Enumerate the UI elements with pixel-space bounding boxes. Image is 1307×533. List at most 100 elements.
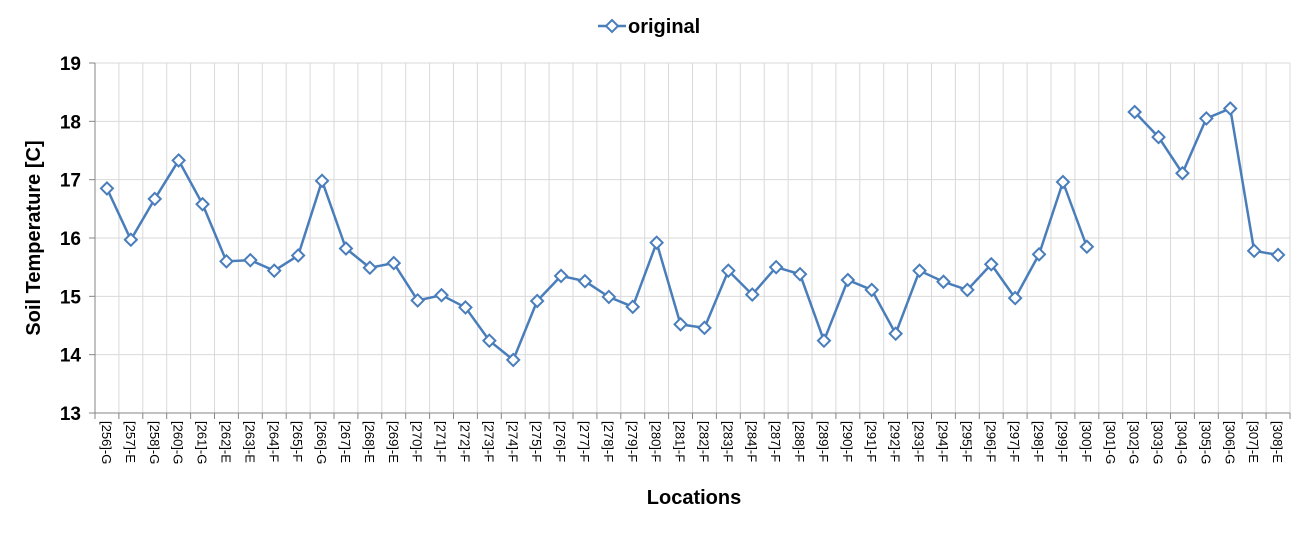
point-marker bbox=[1222, 101, 1238, 116]
point-marker bbox=[768, 259, 784, 275]
x-tick-label: [294]-F bbox=[935, 421, 950, 462]
x-tick-label: [304]-G bbox=[1174, 421, 1189, 464]
point-marker bbox=[1151, 129, 1166, 145]
x-tick-label: [256]-G bbox=[99, 421, 114, 464]
x-tick-label: [277]-F bbox=[577, 421, 592, 462]
x-tick-label: [263]-E bbox=[242, 421, 257, 463]
x-tick-label: [276]-F bbox=[553, 421, 568, 462]
x-tick-label: [288]-F bbox=[792, 421, 807, 462]
x-tick-label: [291]-F bbox=[864, 421, 879, 462]
y-tick-label: 18 bbox=[60, 112, 81, 133]
x-tick-label: [298]-F bbox=[1031, 421, 1046, 462]
legend-label: original bbox=[628, 16, 700, 38]
x-tick-label: [261]-G bbox=[195, 421, 210, 464]
x-tick-label: [302]-G bbox=[1127, 421, 1142, 464]
point-marker bbox=[99, 181, 115, 196]
point-marker bbox=[792, 266, 808, 282]
y-tick-label: 14 bbox=[60, 346, 82, 367]
y-tick-label: 15 bbox=[60, 287, 82, 308]
x-tick-label: [305]-G bbox=[1198, 421, 1213, 464]
y-axis-label: Soil Temperature [C] bbox=[23, 140, 45, 335]
y-tick-label: 19 bbox=[60, 54, 81, 75]
point-marker bbox=[1127, 104, 1143, 120]
point-marker bbox=[553, 268, 569, 284]
x-tick-label: [299]-F bbox=[1055, 421, 1070, 462]
point-marker bbox=[1079, 239, 1095, 255]
x-tick-label: [268]-E bbox=[362, 421, 377, 463]
point-marker bbox=[386, 255, 402, 271]
point-marker bbox=[1007, 290, 1023, 306]
point-marker bbox=[1270, 247, 1286, 263]
y-tick-label: 16 bbox=[60, 229, 81, 250]
x-tick-label: [273]-F bbox=[481, 421, 496, 462]
y-tick-label: 13 bbox=[60, 404, 81, 425]
x-tick-label: [270]-F bbox=[410, 421, 425, 462]
point-marker bbox=[601, 289, 617, 305]
x-tick-label: [271]-F bbox=[434, 421, 449, 462]
x-tick-label: [278]-F bbox=[601, 421, 616, 462]
x-tick-label: [292]-F bbox=[888, 421, 903, 462]
point-marker bbox=[147, 191, 163, 207]
point-marker bbox=[219, 253, 234, 269]
point-marker bbox=[864, 282, 880, 298]
x-tick-label: [301]-G bbox=[1103, 421, 1118, 464]
x-tick-label: [307]-E bbox=[1246, 421, 1261, 463]
point-marker bbox=[1175, 165, 1190, 181]
x-tick-label: [306]-G bbox=[1222, 421, 1237, 464]
x-tick-label: [297]-F bbox=[1007, 421, 1022, 462]
point-marker bbox=[983, 256, 999, 272]
point-marker bbox=[1246, 243, 1262, 259]
point-marker bbox=[816, 333, 832, 349]
x-tick-label: [272]-F bbox=[457, 421, 472, 462]
point-marker bbox=[266, 263, 282, 279]
x-tick-label: [290]-F bbox=[840, 421, 855, 462]
x-tick-label: [281]-F bbox=[673, 421, 688, 462]
point-marker bbox=[936, 274, 951, 290]
x-tick-label: [289]-F bbox=[816, 421, 831, 462]
x-tick-label: [265]-F bbox=[290, 421, 305, 462]
x-tick-label: [275]-F bbox=[529, 421, 544, 462]
x-tick-label: [274]-F bbox=[505, 421, 520, 462]
point-marker bbox=[673, 316, 688, 332]
point-marker bbox=[458, 300, 473, 315]
point-marker bbox=[649, 235, 665, 251]
x-tick-label: [266]-G bbox=[314, 421, 329, 464]
point-marker bbox=[410, 293, 426, 308]
point-marker bbox=[720, 263, 736, 279]
x-tick-label: [264]-F bbox=[266, 421, 281, 462]
point-marker bbox=[434, 287, 449, 303]
point-marker bbox=[1198, 111, 1214, 126]
x-tick-label: [300]-F bbox=[1079, 421, 1094, 462]
x-tick-label: [287]-F bbox=[768, 421, 783, 462]
point-marker bbox=[959, 282, 975, 298]
point-marker bbox=[123, 232, 139, 248]
x-tick-label: [258]-G bbox=[147, 421, 162, 464]
y-tick-label: 17 bbox=[60, 171, 81, 192]
point-marker bbox=[625, 299, 641, 315]
x-tick-label: [293]-F bbox=[912, 421, 927, 462]
x-tick-label: [295]-F bbox=[959, 421, 974, 462]
x-tick-label: [267]-E bbox=[338, 421, 353, 463]
x-tick-label: [284]-F bbox=[744, 421, 759, 462]
point-marker bbox=[912, 263, 927, 279]
legend-marker bbox=[604, 18, 620, 34]
x-tick-label: [279]-F bbox=[625, 421, 640, 462]
point-marker bbox=[744, 287, 760, 302]
point-marker bbox=[362, 260, 378, 276]
point-marker bbox=[290, 248, 306, 263]
x-tick-label: [303]-G bbox=[1151, 421, 1166, 464]
point-marker bbox=[888, 326, 904, 342]
x-tick-label: [260]-G bbox=[171, 421, 186, 464]
x-tick-label: [269]-E bbox=[386, 421, 401, 463]
point-marker bbox=[1031, 246, 1047, 262]
point-marker bbox=[577, 273, 593, 289]
x-tick-label: [280]-F bbox=[649, 421, 664, 462]
x-tick-label: [308]-E bbox=[1270, 421, 1285, 463]
point-marker bbox=[697, 320, 712, 336]
series-line bbox=[1133, 106, 1279, 257]
point-marker bbox=[195, 196, 210, 212]
point-marker bbox=[314, 173, 330, 189]
point-marker bbox=[242, 252, 258, 268]
